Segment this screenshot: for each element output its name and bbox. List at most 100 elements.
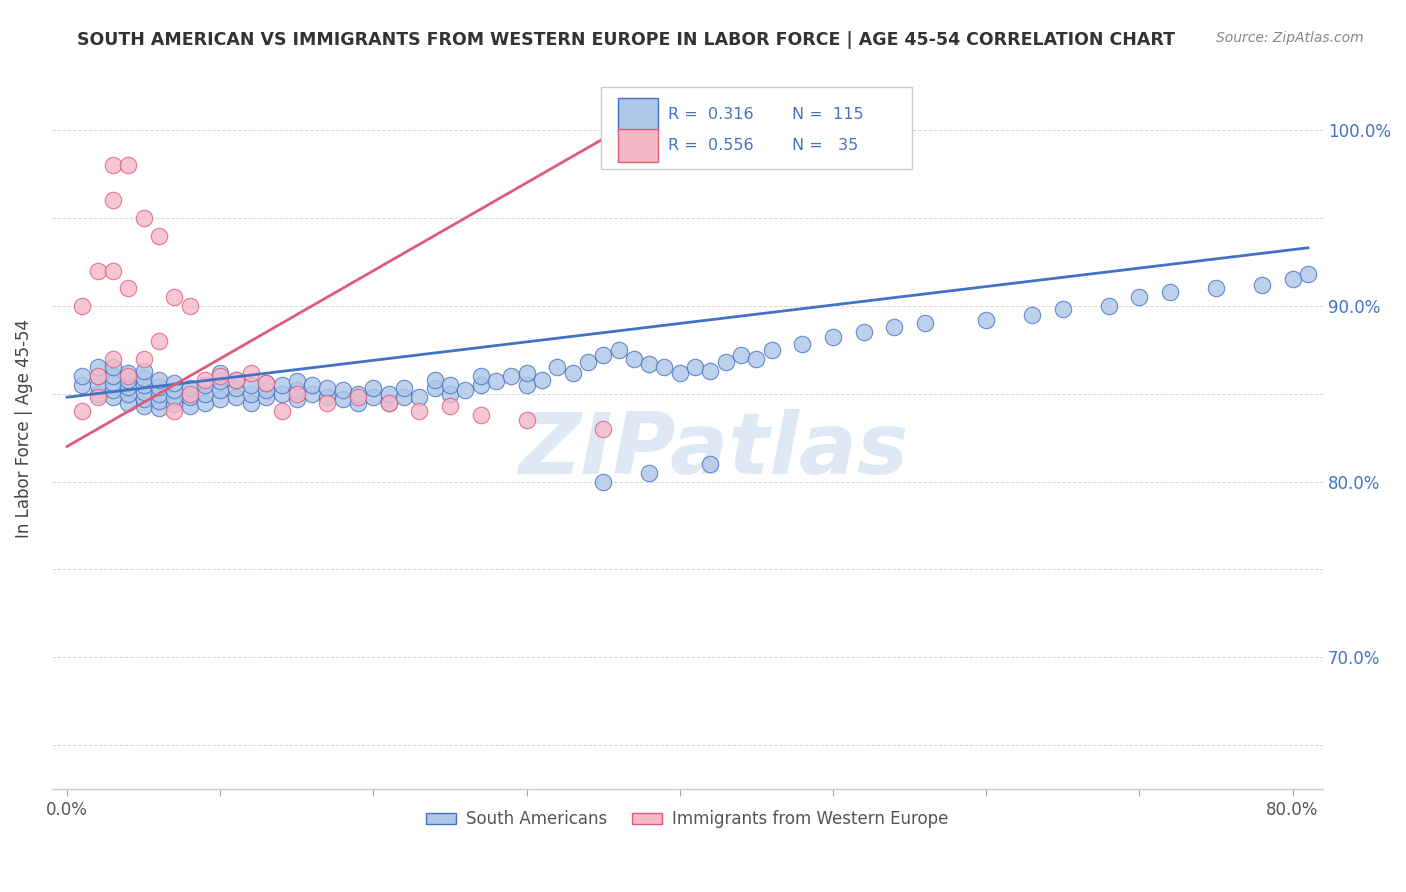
Point [1250, 277, 1272, 292]
Point [209, 366, 232, 380]
Point [699, 457, 721, 471]
Point [148, 334, 170, 348]
Point [516, 378, 538, 392]
Point [225, 373, 247, 387]
Point [225, 390, 247, 404]
Point [179, 399, 201, 413]
Point [516, 413, 538, 427]
Point [163, 383, 186, 397]
Point [1205, 281, 1227, 295]
Point [254, 376, 277, 391]
Point [1296, 267, 1319, 281]
Point [301, 386, 323, 401]
Point [439, 399, 461, 413]
Point [347, 390, 370, 404]
Point [592, 475, 614, 489]
Point [86, 369, 108, 384]
Point [101, 390, 124, 404]
Point [316, 390, 339, 404]
Point [439, 378, 461, 392]
Point [117, 386, 139, 401]
Point [72, 378, 94, 392]
Point [148, 228, 170, 243]
Text: N =  115: N = 115 [792, 107, 863, 122]
Point [148, 401, 170, 415]
Point [101, 263, 124, 277]
Point [883, 319, 905, 334]
Point [576, 355, 599, 369]
Point [501, 369, 523, 384]
Point [148, 380, 170, 394]
Point [163, 376, 186, 391]
Point [285, 386, 308, 401]
Point [668, 366, 690, 380]
Point [132, 351, 155, 366]
Point [439, 386, 461, 401]
Point [377, 386, 399, 401]
Point [301, 378, 323, 392]
Point [132, 392, 155, 406]
Point [638, 357, 661, 371]
Point [714, 355, 737, 369]
Point [377, 395, 399, 409]
Point [101, 383, 124, 397]
Point [363, 390, 385, 404]
Point [332, 383, 354, 397]
Point [239, 386, 262, 401]
Point [163, 290, 186, 304]
Text: R =  0.556: R = 0.556 [668, 138, 754, 153]
FancyBboxPatch shape [617, 128, 658, 162]
Point [745, 351, 768, 366]
Point [1159, 285, 1181, 299]
Point [761, 343, 783, 357]
Point [163, 397, 186, 411]
Point [852, 325, 875, 339]
Point [470, 369, 492, 384]
Point [408, 390, 430, 404]
Point [470, 408, 492, 422]
Point [239, 366, 262, 380]
Point [86, 378, 108, 392]
Point [117, 369, 139, 384]
Point [132, 371, 155, 385]
Point [377, 395, 399, 409]
Point [347, 395, 370, 409]
Point [117, 366, 139, 380]
Point [254, 383, 277, 397]
Point [239, 395, 262, 409]
Point [194, 386, 217, 401]
Point [148, 386, 170, 401]
Point [561, 366, 583, 380]
Point [194, 378, 217, 392]
Point [179, 386, 201, 401]
Point [117, 281, 139, 295]
Point [179, 390, 201, 404]
Point [392, 390, 415, 404]
Point [148, 373, 170, 387]
Point [423, 373, 446, 387]
Point [101, 369, 124, 384]
FancyBboxPatch shape [617, 98, 658, 131]
Point [101, 376, 124, 391]
Text: SOUTH AMERICAN VS IMMIGRANTS FROM WESTERN EUROPE IN LABOR FORCE | AGE 45-54 CORR: SOUTH AMERICAN VS IMMIGRANTS FROM WESTER… [77, 31, 1175, 49]
Point [72, 299, 94, 313]
Point [1128, 290, 1150, 304]
Point [285, 392, 308, 406]
Point [516, 366, 538, 380]
Point [316, 381, 339, 395]
Point [179, 381, 201, 395]
Point [225, 373, 247, 387]
Point [209, 369, 232, 384]
Point [194, 373, 217, 387]
Text: N =   35: N = 35 [792, 138, 858, 153]
FancyBboxPatch shape [600, 87, 912, 169]
Point [423, 381, 446, 395]
Point [239, 378, 262, 392]
Point [132, 378, 155, 392]
Point [101, 360, 124, 375]
Point [72, 369, 94, 384]
Point [254, 390, 277, 404]
Point [592, 422, 614, 436]
Point [974, 313, 997, 327]
Point [72, 404, 94, 418]
